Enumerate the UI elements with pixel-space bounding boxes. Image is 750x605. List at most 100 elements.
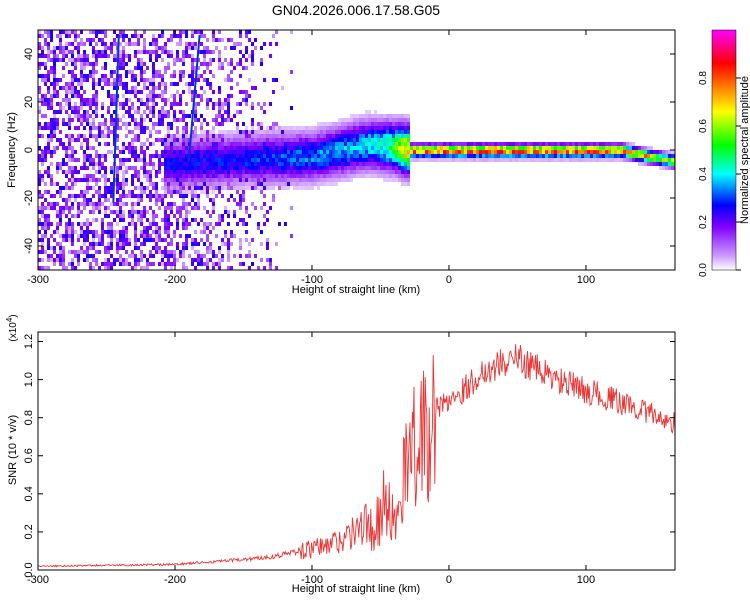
- spectrogram-cell: [50, 222, 53, 226]
- spectrogram-cell: [218, 106, 221, 110]
- spectrogram-cell: [206, 158, 209, 162]
- spectrogram-cell: [158, 162, 161, 166]
- spectrogram-cell: [371, 138, 374, 142]
- spectrogram-cell: [95, 218, 98, 222]
- spectrogram-cell: [395, 118, 398, 122]
- spectrogram-cell: [335, 130, 338, 134]
- spectrogram-cell: [320, 162, 323, 166]
- spectrogram-cell: [518, 158, 521, 162]
- spectrogram-cell: [182, 90, 185, 94]
- spectrogram-cell: [359, 150, 362, 154]
- spectrogram-cell: [101, 114, 104, 118]
- spectrogram-cell: [521, 154, 524, 158]
- spectrogram-cell: [245, 186, 248, 190]
- spectrogram-cell: [104, 126, 107, 130]
- spectrogram-cell: [356, 134, 359, 138]
- spectrogram-cell: [170, 170, 173, 174]
- spectrogram-cell: [464, 158, 467, 162]
- spectrogram-cell: [77, 110, 80, 114]
- spectrogram-cell: [401, 182, 404, 186]
- spectrogram-cell: [119, 102, 122, 106]
- spectrogram-cell: [203, 50, 206, 54]
- spectrogram-x-label: Height of straight line (km): [292, 284, 420, 296]
- spectrogram-cell: [200, 98, 203, 102]
- spectrogram-cell: [368, 138, 371, 142]
- spectrogram-cell: [86, 62, 89, 66]
- spectrogram-cell: [383, 150, 386, 154]
- spectrogram-cell: [626, 142, 629, 146]
- spectrogram-cell: [665, 166, 668, 170]
- spectrogram-cell: [347, 142, 350, 146]
- spectrogram-cell: [179, 234, 182, 238]
- spectrogram-cell: [50, 254, 53, 258]
- spectrogram-cell: [104, 198, 107, 202]
- spectrogram-cell: [323, 158, 326, 162]
- spectrogram-cell: [377, 170, 380, 174]
- spectrogram-cell: [473, 142, 476, 146]
- spectrogram-cell: [227, 38, 230, 42]
- spectrogram-cell: [518, 150, 521, 154]
- spectrogram-cell: [488, 150, 491, 154]
- spectrogram-cell: [185, 114, 188, 118]
- spectrogram-cell: [197, 202, 200, 206]
- spectrogram-cell: [173, 94, 176, 98]
- spectrogram-cell: [260, 58, 263, 62]
- spectrogram-cell: [80, 106, 83, 110]
- spectrogram-cell: [620, 146, 623, 150]
- spectrogram-cell: [89, 38, 92, 42]
- spectrogram-cell: [155, 54, 158, 58]
- spectrogram-cell: [128, 166, 131, 170]
- spectrogram-cell: [86, 174, 89, 178]
- spectrogram-cell: [245, 30, 248, 34]
- spectrogram-cell: [440, 150, 443, 154]
- spectrogram-cell: [350, 158, 353, 162]
- spectrogram-cell: [131, 130, 134, 134]
- spectrogram-cell: [170, 206, 173, 210]
- spectrogram-cell: [233, 134, 236, 138]
- spectrogram-cell: [332, 122, 335, 126]
- spectrogram-cell: [80, 202, 83, 206]
- spectrogram-cell: [404, 158, 407, 162]
- spectrogram-cell: [206, 62, 209, 66]
- spectrogram-cell: [398, 162, 401, 166]
- spectrogram-cell: [344, 158, 347, 162]
- spectrogram-cell: [128, 254, 131, 258]
- spectrogram-cell: [125, 194, 128, 198]
- spectrogram-cell: [149, 162, 152, 166]
- spectrogram-cell: [164, 170, 167, 174]
- spectrogram-cell: [404, 130, 407, 134]
- spectrogram-cell: [143, 230, 146, 234]
- spectrogram-cell: [80, 190, 83, 194]
- spectrogram-cell: [209, 250, 212, 254]
- spectrogram-cell: [164, 186, 167, 190]
- spectrogram-cell: [299, 126, 302, 130]
- spectrogram-cell: [116, 146, 119, 150]
- spectrogram-cell: [365, 162, 368, 166]
- spectrogram-cell: [479, 158, 482, 162]
- spectrogram-cell: [128, 98, 131, 102]
- spectrogram-cell: [308, 166, 311, 170]
- spectrogram-cell: [149, 198, 152, 202]
- spectrogram-cell: [239, 74, 242, 78]
- spectrogram-cell: [461, 146, 464, 150]
- spectrogram-cell: [632, 150, 635, 154]
- spectrogram-cell: [71, 202, 74, 206]
- spectrogram-cell: [314, 154, 317, 158]
- spectrogram-cell: [269, 174, 272, 178]
- spectrogram-cell: [581, 158, 584, 162]
- spectrogram-cell: [119, 254, 122, 258]
- spectrogram-cell: [80, 194, 83, 198]
- spectrogram-cell: [137, 106, 140, 110]
- spectrogram-cell: [122, 58, 125, 62]
- spectrogram-cell: [170, 190, 173, 194]
- spectrogram-cell: [98, 158, 101, 162]
- spectrogram-cell: [536, 150, 539, 154]
- spectrogram-cell: [38, 238, 41, 242]
- spectrogram-cell: [269, 166, 272, 170]
- spectrogram-cell: [341, 166, 344, 170]
- spectrogram-cell: [152, 78, 155, 82]
- spectrogram-cell: [311, 126, 314, 130]
- spectrogram-cell: [326, 126, 329, 130]
- spectrogram-cell: [209, 222, 212, 226]
- spectrogram-cell: [89, 246, 92, 250]
